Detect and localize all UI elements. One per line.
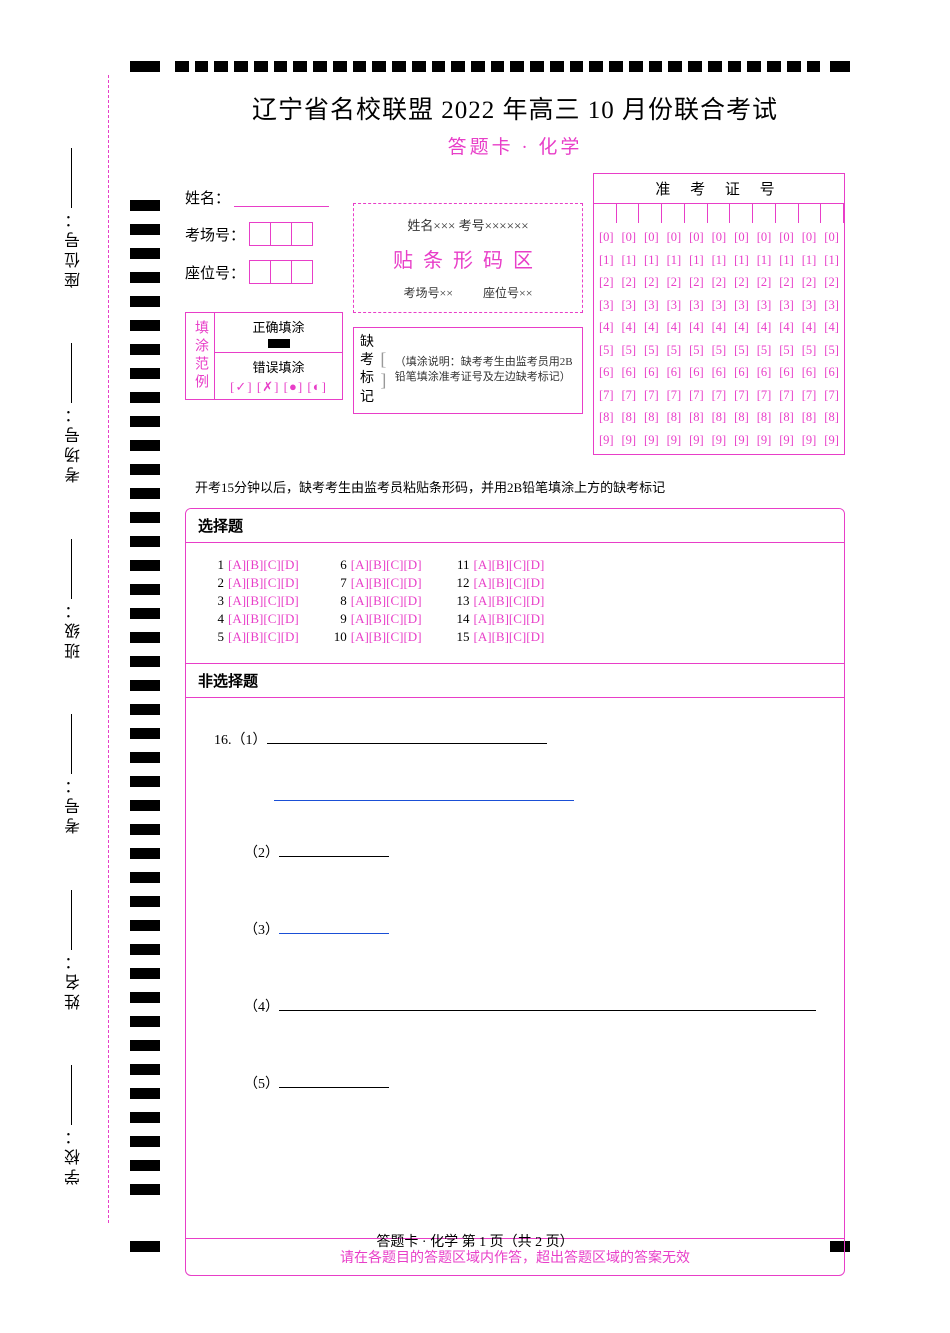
absent-box: 缺考 标记 [ ] （填涂说明：缺考考生由监考员用2B铅笔填涂准考证号及左边缺考… bbox=[353, 327, 583, 414]
example-bad: 错误填涂 [✓] [✗] [●] [◐] bbox=[215, 353, 342, 399]
row2: 填涂范例 正确填涂 错误填涂 [✓] [✗] [●] [◐] bbox=[185, 312, 343, 400]
page: 学校： 姓名： 考号： 班级： 考场号： 座位号： 辽宁省名校联盟 2022 年… bbox=[0, 0, 950, 1333]
absent-checkbox[interactable]: [ ] bbox=[380, 349, 388, 391]
barcode-line1: 姓名××× 考号×××××× bbox=[354, 215, 582, 234]
answer-line[interactable] bbox=[279, 1072, 389, 1088]
header-row: 姓名： 考场号： 座位号： 填涂范例 bbox=[185, 173, 845, 455]
example-bad-label: 错误填涂 bbox=[215, 357, 342, 376]
example-main: 正确填涂 错误填涂 [✓] [✗] [●] [◐] bbox=[215, 313, 342, 399]
top-dashes bbox=[175, 58, 820, 74]
answer-line[interactable] bbox=[279, 841, 389, 857]
example-ok: 正确填涂 bbox=[215, 313, 342, 353]
absent-label: 缺考 标记 bbox=[360, 334, 374, 407]
align-mark bbox=[830, 61, 850, 72]
q16-1: 16. （1） bbox=[214, 728, 816, 749]
free-response[interactable]: 16. （1） （2） （3） （4） bbox=[186, 698, 844, 1238]
q16-1b bbox=[274, 785, 816, 801]
left-marks bbox=[130, 200, 160, 1195]
example-ok-label: 正确填涂 bbox=[215, 317, 342, 336]
part-label: （4） bbox=[244, 996, 279, 1016]
answer-line[interactable] bbox=[267, 728, 547, 744]
admission-box: 准 考 证 号 [0][0][0][0][0][0][0][0][0][0][0… bbox=[593, 173, 845, 455]
answer-line[interactable] bbox=[274, 785, 574, 801]
example-side: 填涂范例 bbox=[186, 313, 215, 399]
info-col: 姓名： 考场号： 座位号： bbox=[185, 173, 343, 284]
side-label: 班级： bbox=[63, 539, 87, 659]
preexam-note: 开考15分钟以后，缺考考生由监考员粘贴条形码，并用2B铅笔填涂上方的缺考标记 bbox=[195, 477, 845, 496]
fill-example: 填涂范例 正确填涂 错误填涂 [✓] [✗] [●] [◐] bbox=[185, 312, 343, 400]
room-boxes[interactable] bbox=[249, 222, 313, 246]
barcode-room: 考场号×× bbox=[403, 284, 453, 301]
admission-input-grid[interactable] bbox=[594, 203, 844, 223]
align-mark bbox=[130, 61, 160, 72]
side-label: 考场号： bbox=[63, 343, 87, 483]
content: 辽宁省名校联盟 2022 年高三 10 月份联合考试 答题卡 · 化学 姓名： … bbox=[185, 90, 845, 1276]
part-label: （1） bbox=[232, 729, 267, 749]
side-label: 学校： bbox=[63, 1065, 87, 1185]
seat-label: 座位号： bbox=[185, 262, 245, 283]
fill-ok-icon bbox=[268, 339, 290, 348]
room-label: 考场号： bbox=[185, 224, 245, 245]
q16-2: （2） bbox=[244, 841, 816, 862]
page-title: 辽宁省名校联盟 2022 年高三 10 月份联合考试 bbox=[185, 90, 845, 126]
side-label: 姓名： bbox=[63, 890, 87, 1010]
q16-4: （4） bbox=[244, 995, 816, 1016]
part-label: （5） bbox=[244, 1073, 279, 1093]
info-and-example: 姓名： 考场号： 座位号： 填涂范例 bbox=[185, 173, 343, 400]
fill-bad-icons: [✓] [✗] [●] [◐] bbox=[215, 379, 342, 395]
free-header: 非选择题 bbox=[186, 664, 844, 698]
absent-note: （填涂说明：缺考考生由监考员用2B铅笔填涂准考证号及左边缺考标记） bbox=[395, 355, 576, 386]
barcode-box: 姓名××× 考号×××××× 贴条形码区 考场号×× 座位号×× bbox=[353, 203, 583, 313]
name-row: 姓名： bbox=[185, 187, 343, 208]
room-row: 考场号： bbox=[185, 222, 343, 246]
q16-5: （5） bbox=[244, 1072, 816, 1093]
admission-title: 准 考 证 号 bbox=[594, 174, 844, 203]
admission-bubbles[interactable]: [0][0][0][0][0][0][0][0][0][0][0][1][1][… bbox=[594, 223, 844, 454]
absent-l2: 标记 bbox=[360, 371, 374, 404]
side-label: 考号： bbox=[63, 714, 87, 834]
barcode-sub: 考场号×× 座位号×× bbox=[354, 284, 582, 301]
name-label: 姓名： bbox=[185, 187, 230, 208]
subtitle: 答题卡 · 化学 bbox=[185, 132, 845, 159]
cut-line bbox=[108, 75, 109, 1223]
part-label: （2） bbox=[244, 842, 279, 862]
page-footer: 答题卡 · 化学 第 1 页（共 2 页） bbox=[0, 1231, 950, 1251]
seat-boxes[interactable] bbox=[249, 260, 313, 284]
mcq-grid[interactable]: 1[A][B][C][D]2[A][B][C][D]3[A][B][C][D]4… bbox=[186, 543, 844, 664]
absent-l1: 缺考 bbox=[360, 335, 374, 368]
barcode-and-absent: 姓名××× 考号×××××× 贴条形码区 考场号×× 座位号×× 缺考 标记 [… bbox=[353, 173, 583, 414]
side-label: 座位号： bbox=[63, 148, 87, 288]
side-labels: 学校： 姓名： 考号： 班级： 考场号： 座位号： bbox=[55, 120, 95, 1213]
barcode-seat: 座位号×× bbox=[483, 284, 533, 301]
seat-row: 座位号： bbox=[185, 260, 343, 284]
mcq-header: 选择题 bbox=[186, 509, 844, 543]
answer-sheet: 选择题 1[A][B][C][D]2[A][B][C][D]3[A][B][C]… bbox=[185, 508, 845, 1276]
q-prefix: 16. bbox=[214, 733, 232, 749]
answer-line[interactable] bbox=[279, 995, 816, 1011]
part-label: （3） bbox=[244, 919, 279, 939]
answer-line[interactable] bbox=[279, 918, 389, 934]
name-input[interactable] bbox=[234, 189, 329, 207]
barcode-title: 贴条形码区 bbox=[354, 244, 582, 273]
q16-3: （3） bbox=[244, 918, 816, 939]
